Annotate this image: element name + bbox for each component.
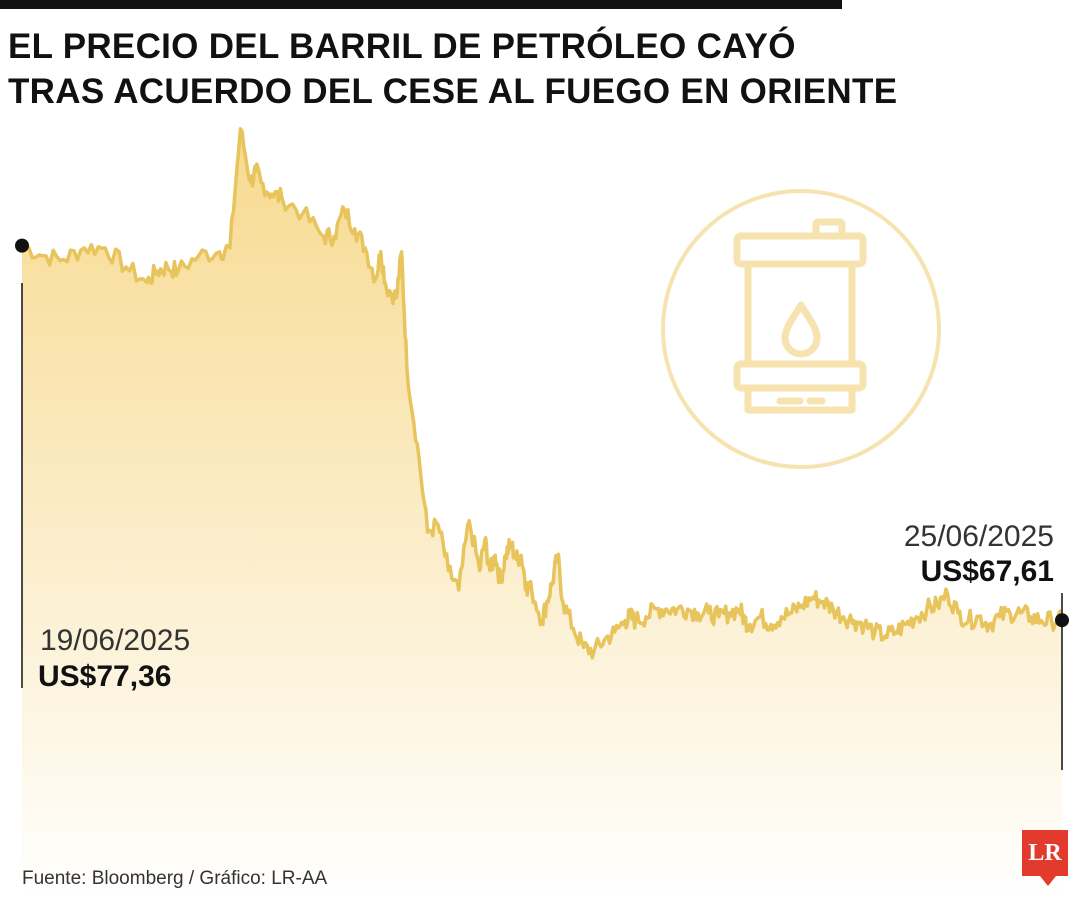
price-line: [21, 127, 1064, 660]
end-date-label: 25/06/2025: [903, 520, 1054, 553]
start-price-label: US$77,36: [38, 660, 172, 693]
start-point-marker: [15, 238, 29, 253]
lr-logo: LR: [1022, 830, 1068, 876]
source-note: Fuente: Bloomberg / Gráfico: LR-AA: [22, 868, 328, 889]
end-price-label: US$67,61: [920, 555, 1054, 588]
top-rule: [0, 0, 842, 9]
lr-logo-tail: [1040, 876, 1056, 886]
start-date-label: 19/06/2025: [40, 624, 191, 657]
title-line-2: TRAS ACUERDO DEL CESE AL FUEGO EN ORIENT…: [8, 72, 898, 111]
price-area: [22, 128, 1062, 900]
chart-title: EL PRECIO DEL BARRIL DE PETRÓLEO CAYÓ TR…: [8, 24, 908, 114]
title-line-1: EL PRECIO DEL BARRIL DE PETRÓLEO CAYÓ: [8, 27, 796, 66]
oil-barrel-icon: [661, 189, 941, 469]
end-point-marker: [1055, 613, 1069, 628]
